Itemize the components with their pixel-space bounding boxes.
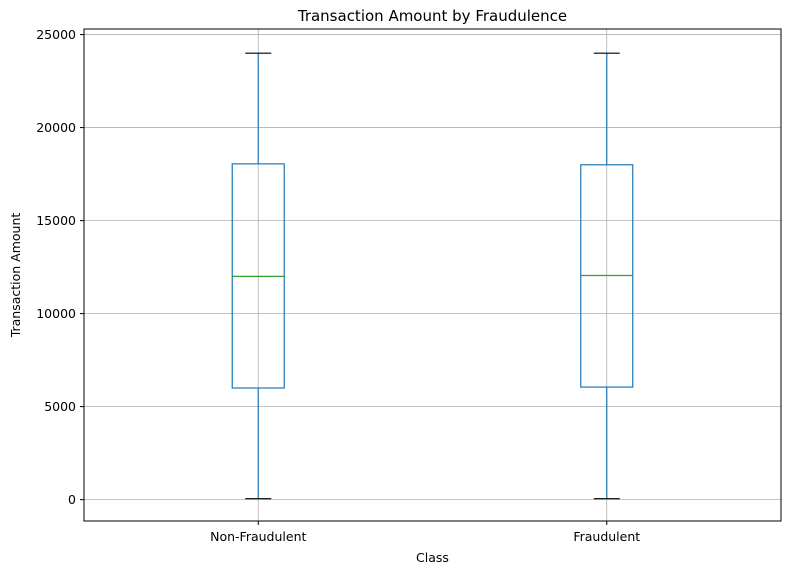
y-tick-label: 5000 <box>44 399 76 414</box>
y-tick-label: 20000 <box>36 120 76 135</box>
x-axis-ticks: Non-Fraudulent Fraudulent <box>210 521 640 544</box>
x-axis-label: Class <box>416 550 449 565</box>
box-1 <box>580 52 634 500</box>
y-tick-label: 0 <box>68 492 76 507</box>
axes-frame <box>83 28 782 522</box>
y-tick-label: 10000 <box>36 306 76 321</box>
x-tick-label: Fraudulent <box>573 529 640 544</box>
box-0 <box>231 52 285 500</box>
y-tick-label: 15000 <box>36 213 76 228</box>
x-tick-label: Non-Fraudulent <box>210 529 306 544</box>
box-series <box>231 52 634 500</box>
y-axis-ticks: 0 5000 10000 15000 20000 25000 <box>36 27 84 507</box>
y-axis-label: Transaction Amount <box>8 213 23 339</box>
chart-title: Transaction Amount by Fraudulence <box>297 7 567 25</box>
y-tick-label: 25000 <box>36 27 76 42</box>
